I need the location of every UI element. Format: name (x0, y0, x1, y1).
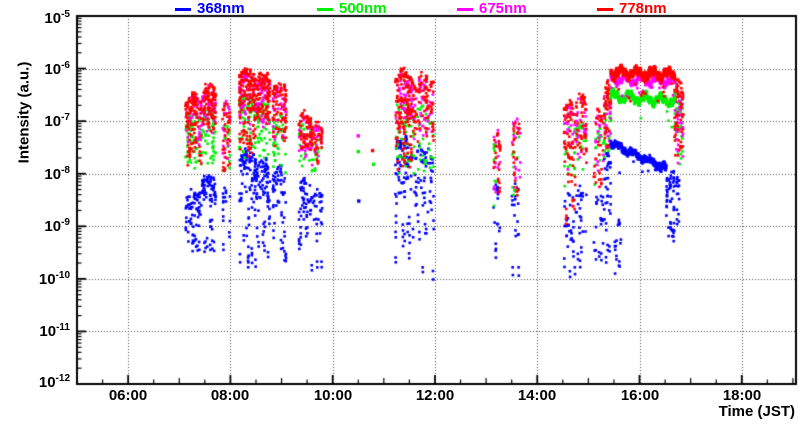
legend-label-675nm: 675nm (479, 0, 527, 17)
y-tick-label: 10-6 (44, 59, 70, 78)
y-axis-title: Intensity (a.u.) (15, 61, 33, 164)
legend-label-368nm: 368nm (197, 0, 245, 17)
legend-label-778nm: 778nm (619, 0, 667, 17)
y-tick-label: 10-7 (44, 112, 70, 131)
x-tick-label: 06:00 (108, 387, 148, 404)
legend-item-368nm: 368nm (175, 0, 245, 18)
x-tick-label: 10:00 (313, 387, 353, 404)
legend-item-778nm: 778nm (597, 0, 667, 18)
y-tick-label: 10-10 (38, 269, 70, 288)
x-tick-label: 08:00 (210, 387, 250, 404)
y-tick-label: 10-12 (38, 373, 70, 391)
x-tick-label: 18:00 (722, 387, 762, 404)
y-tick-label: 10-9 (44, 217, 70, 236)
x-axis-title: Time (JST) (718, 403, 795, 420)
legend-item-675nm: 675nm (457, 0, 527, 18)
y-tick-label: 10-11 (39, 322, 70, 341)
legend-marker-778nm-icon (597, 7, 613, 11)
legend-item-500nm: 500nm (317, 0, 387, 18)
legend-label-500nm: 500nm (339, 0, 387, 17)
y-tick-label: 10-5 (44, 9, 70, 27)
x-tick-label: 16:00 (620, 387, 660, 404)
legend-marker-500nm-icon (317, 7, 333, 11)
x-tick-label: 14:00 (517, 387, 557, 404)
x-tick-label: 12:00 (415, 387, 455, 404)
y-tick-label: 10-8 (44, 164, 70, 183)
legend-marker-675nm-icon (457, 7, 473, 11)
legend-marker-368nm-icon (175, 7, 191, 11)
